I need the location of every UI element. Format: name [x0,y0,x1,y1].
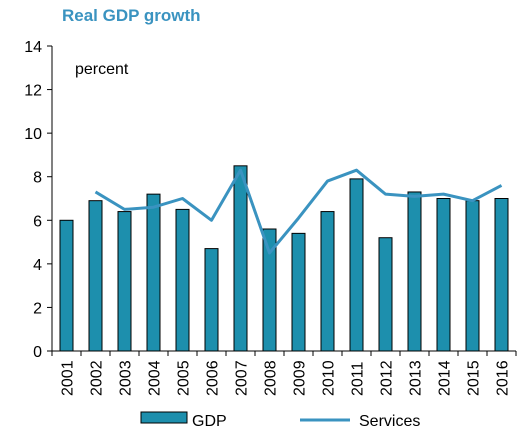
legend-label-services: Services [359,413,420,430]
bar-gdp-2007 [233,165,248,352]
x-tick-label: 2007 [234,360,251,396]
bar-gdp-2016 [494,198,509,352]
line-services [94,168,503,255]
x-tick-label: 2004 [147,360,164,396]
bar-gdp-2010 [320,211,335,352]
bar-gdp-2006 [204,248,219,352]
chart-title: Real GDP growth [62,6,201,25]
legend-label-gdp: GDP [192,413,227,430]
y-tick-label: 6 [33,213,42,230]
y-tick-label: 0 [33,344,42,361]
bar-gdp-2004 [146,193,161,352]
x-tick-label: 2003 [118,360,135,396]
y-tick-label: 14 [24,39,42,56]
bar-gdp-2009 [291,232,306,352]
bar-gdp-2014 [436,198,451,352]
annotation-unit: percent [75,61,129,78]
bar-gdp-2012 [378,237,393,352]
y-tick-label: 4 [33,257,42,274]
x-tick-label: 2005 [176,360,193,396]
y-tick-label: 10 [24,126,42,143]
bar-gdp-2001 [59,219,74,352]
x-tick-label: 2012 [379,360,396,396]
x-tick-label: 2011 [350,361,367,396]
bar-gdp-2005 [175,208,190,352]
y-tick-label: 12 [24,83,42,100]
x-tick-label: 2015 [466,360,483,396]
y-tick-label: 2 [33,300,42,317]
x-tick-label: 2001 [60,360,77,396]
bar-gdp-2003 [117,211,132,352]
x-tick-label: 2016 [495,360,512,396]
x-tick-label: 2013 [408,360,425,396]
x-tick-label: 2006 [205,360,222,396]
y-tick-label: 8 [33,170,42,187]
x-tick-label: 2014 [437,360,454,396]
bar-gdp-2015 [465,200,480,352]
bar-gdp-2013 [407,191,422,352]
x-tick-label: 2009 [292,360,309,396]
bar-gdp-2011 [349,178,364,352]
plot-area: 0 2 4 6 8 10 12 14 2001 2002 2003 2004 2005 2006 2007 2… [24,39,517,430]
x-tick-label: 2002 [89,360,106,396]
bar-gdp-2002 [88,200,103,352]
bar-gdp-2008 [262,228,277,352]
x-tick-label: 2010 [321,360,338,396]
legend-swatch-gdp [140,411,188,424]
x-tick-label: 2008 [263,360,280,396]
